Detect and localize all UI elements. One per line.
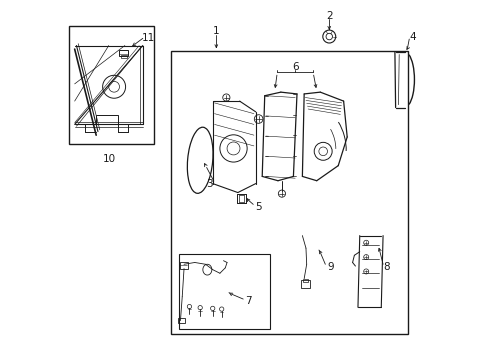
Text: 4: 4 [409,32,416,41]
Bar [120,50,128,56]
Text: 8: 8 [383,262,390,272]
Bar [303,279,308,282]
Text: 5: 5 [255,202,262,212]
Text: 9: 9 [327,262,334,272]
Bar [96,116,118,125]
Text: 7: 7 [245,296,252,306]
Bar [121,55,127,58]
Text: 2: 2 [326,11,333,21]
Bar [178,318,185,323]
Text: 6: 6 [292,62,298,72]
Bar [180,262,188,269]
Text: 3: 3 [206,179,213,189]
Bar [179,253,270,329]
Text: 11: 11 [142,33,155,43]
Bar [172,51,408,334]
Bar [301,280,310,288]
Text: 1: 1 [213,26,220,36]
Text: 10: 10 [103,154,116,164]
Bar [69,26,153,144]
